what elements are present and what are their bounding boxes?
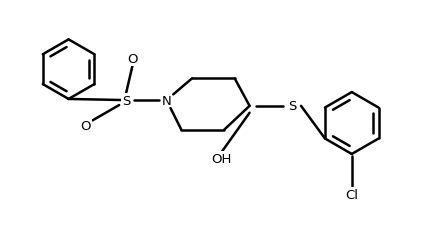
Text: O: O	[127, 53, 138, 66]
Text: O: O	[80, 119, 91, 132]
Text: OH: OH	[211, 152, 231, 165]
Text: Cl: Cl	[344, 188, 357, 201]
Text: N: N	[161, 94, 171, 107]
Text: S: S	[122, 94, 130, 107]
Text: S: S	[287, 100, 296, 113]
